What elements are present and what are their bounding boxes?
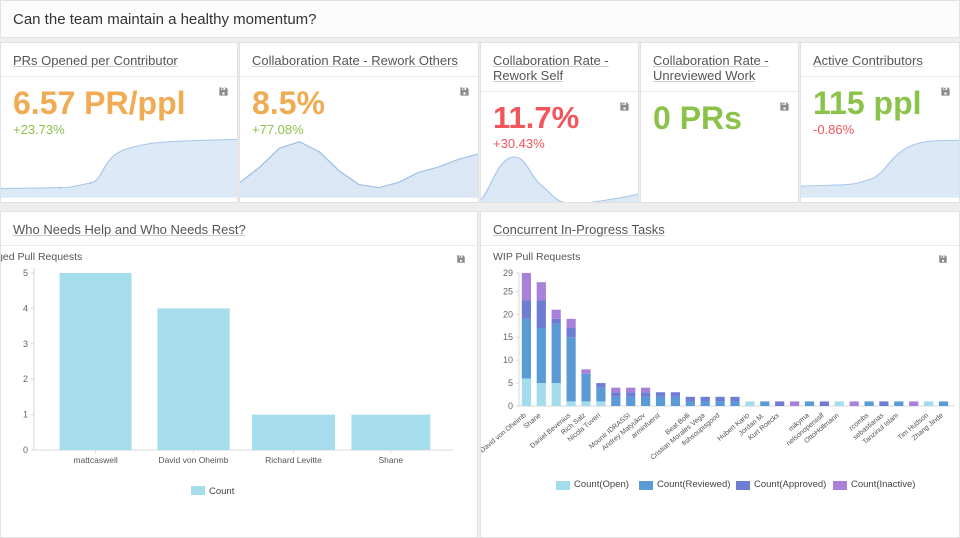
- svg-text:15: 15: [503, 332, 513, 342]
- svg-text:David von Oheimb: David von Oheimb: [159, 455, 229, 465]
- svg-text:David von Oheimb: David von Oheimb: [481, 412, 528, 454]
- svg-text:20: 20: [503, 309, 513, 319]
- svg-text:3: 3: [23, 339, 28, 349]
- svg-text:mattcaswell: mattcaswell: [73, 455, 118, 465]
- svg-text:2: 2: [23, 374, 28, 384]
- svg-text:Count: Count: [209, 486, 235, 497]
- svg-text:Richard Levitte: Richard Levitte: [265, 455, 322, 465]
- svg-text:5: 5: [508, 378, 513, 388]
- svg-text:0: 0: [508, 401, 513, 411]
- svg-text:4: 4: [23, 303, 28, 313]
- svg-text:29: 29: [503, 268, 513, 278]
- svg-text:10: 10: [503, 355, 513, 365]
- svg-text:0: 0: [23, 445, 28, 455]
- svg-text:1: 1: [23, 410, 28, 420]
- svg-text:Shane: Shane: [379, 455, 404, 465]
- svg-text:25: 25: [503, 286, 513, 296]
- svg-text:5: 5: [23, 268, 28, 278]
- svg-text:Shane: Shane: [523, 412, 543, 430]
